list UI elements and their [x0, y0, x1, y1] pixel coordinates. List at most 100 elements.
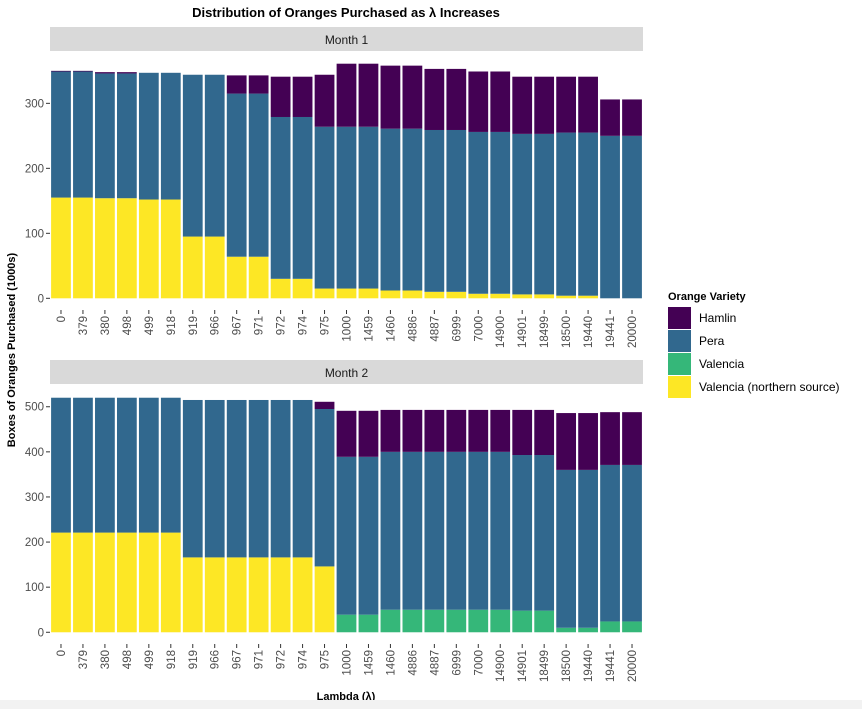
x-tick-label: 4886: [407, 650, 419, 676]
y-axis-title: Boxes of Oranges Purchased (1000s): [6, 252, 18, 447]
x-tick-label: 919: [188, 650, 200, 669]
bar-segment-valencia-northern-source: [270, 557, 291, 633]
x-tick-label: 14901: [517, 316, 529, 348]
bar-segment-valencia-northern-source: [226, 256, 247, 299]
legend-title: Orange Variety: [668, 291, 747, 303]
x-tick-label: 6999: [451, 316, 463, 342]
bar-segment-pera: [380, 451, 401, 610]
y-tick-label: 500: [25, 402, 44, 414]
bar-segment-hamlin: [314, 74, 335, 127]
bar-segment-valencia-northern-source: [556, 295, 577, 299]
bar-segment-pera: [446, 451, 467, 610]
x-tick-label: 18499: [539, 316, 551, 348]
bar-segment-hamlin: [468, 71, 489, 132]
facet-strip-label: Month 1: [325, 33, 369, 47]
bar-segment-hamlin: [578, 413, 598, 470]
bar-segment-hamlin: [336, 63, 357, 127]
x-tick-label: 1459: [363, 650, 375, 676]
bar-segment-pera: [270, 116, 291, 279]
bar-segment-hamlin: [600, 99, 620, 136]
bar-segment-hamlin: [116, 72, 137, 74]
x-tick-label: 20000: [627, 650, 639, 682]
bar-segment-hamlin: [600, 412, 620, 465]
bar-segment-pera: [292, 116, 313, 279]
bar-segment-hamlin: [424, 409, 445, 452]
x-tick-label: 7000: [473, 316, 485, 342]
x-tick-label: 967: [232, 316, 244, 335]
y-tick-label: 0: [38, 293, 44, 305]
bar-segment-pera: [402, 128, 423, 291]
bar-segment-valencia-northern-source: [578, 295, 598, 299]
y-tick-label: 100: [25, 228, 44, 240]
bar-segment-valencia-northern-source: [95, 198, 115, 299]
bar-segment-pera: [600, 464, 620, 622]
chart-title: Distribution of Oranges Purchased as λ I…: [192, 5, 500, 20]
x-tick-label: 14901: [517, 650, 529, 682]
bar-segment-hamlin: [336, 410, 357, 457]
bar-segment-valencia-northern-source: [292, 278, 313, 299]
bar-segment-hamlin: [578, 76, 598, 133]
bar-segment-valencia-northern-source: [402, 290, 423, 299]
bar-segment-pera: [73, 71, 93, 198]
bar-segment-valencia-northern-source: [292, 557, 313, 633]
bar-segment-pera: [138, 72, 159, 200]
bar-segment-hamlin: [534, 76, 555, 134]
bar-segment-hamlin: [534, 409, 555, 456]
x-tick-label: 0: [56, 316, 68, 322]
bar-segment-valencia-northern-source: [95, 532, 115, 633]
bar-segment-pera: [622, 135, 642, 299]
bar-segment-pera: [160, 397, 181, 533]
bar-segment-pera: [534, 133, 555, 295]
bar-segment-pera: [248, 93, 269, 257]
bar-segment-valencia-northern-source: [116, 198, 137, 299]
x-tick-label: 4887: [429, 316, 441, 342]
bar-segment-hamlin: [402, 409, 423, 452]
bar-segment-valencia: [512, 610, 533, 633]
x-tick-label: 19441: [605, 316, 617, 348]
bar-segment-pera: [358, 126, 379, 289]
bar-segment-hamlin: [314, 401, 335, 410]
x-tick-label: 972: [276, 316, 288, 335]
bar-segment-valencia-northern-source: [73, 197, 93, 299]
bar-segment-valencia: [622, 621, 642, 633]
bar-segment-pera: [116, 397, 137, 533]
x-tick-label: 14900: [495, 650, 507, 682]
bar-segment-pera: [226, 399, 247, 558]
bar-segment-valencia: [446, 609, 467, 633]
panel-1: Month 1 0 100 200 300 0 379 380 498 499 918 919 966 9…: [25, 27, 643, 348]
panel-2: Month 2 0 100 200 300 400 500 0 379 380 498 499 918 9…: [25, 360, 643, 682]
bar-segment-valencia: [468, 609, 489, 633]
bar-segment-valencia-northern-source: [314, 566, 335, 633]
bar-segment-hamlin: [292, 76, 313, 117]
bar-segment-pera: [95, 73, 115, 199]
bar-segment-hamlin: [490, 409, 511, 452]
bar-segment-valencia-northern-source: [314, 288, 335, 299]
bar-segment-pera: [578, 469, 598, 628]
y-tick-label: 100: [25, 582, 44, 594]
bar-segment-hamlin: [512, 409, 533, 456]
bar-segment-pera: [51, 71, 71, 198]
x-tick-label: 18500: [561, 650, 573, 682]
bar-segment-valencia-northern-source: [116, 532, 137, 633]
bar-segment-hamlin: [446, 409, 467, 452]
bar-segment-hamlin: [446, 68, 467, 130]
footer-bar: [0, 700, 862, 709]
bar-segment-pera: [490, 131, 511, 294]
bar-segment-pera: [556, 132, 577, 296]
legend-label: Pera: [699, 334, 725, 348]
bar-segment-valencia-northern-source: [270, 278, 291, 299]
x-tick-label: 498: [122, 650, 134, 669]
x-tick-label: 380: [100, 650, 112, 669]
x-tick-label: 18499: [539, 650, 551, 682]
bar-segment-valencia-northern-source: [73, 532, 93, 633]
bar-segment-hamlin: [248, 75, 269, 94]
bar-segment-hamlin: [622, 412, 642, 465]
bar-segment-valencia-northern-source: [248, 256, 269, 299]
bar-segment-valencia: [556, 627, 577, 633]
y-tick-label: 200: [25, 163, 44, 175]
bar-segment-hamlin: [51, 70, 71, 72]
bar-segment-valencia: [578, 627, 598, 633]
bar-segment-pera: [512, 455, 533, 611]
facet-strip: [50, 27, 643, 51]
